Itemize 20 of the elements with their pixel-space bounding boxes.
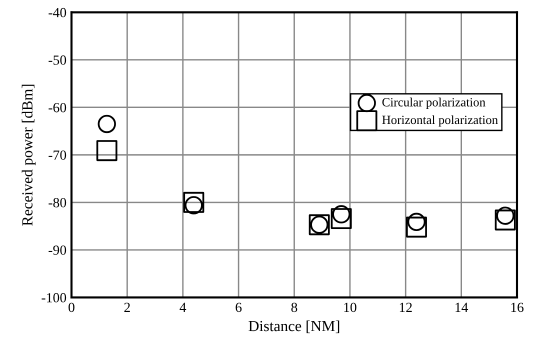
y-tick-label: -80 [48,198,66,208]
x-tick-label: 10 [344,302,356,312]
y-tick-label: -90 [48,246,66,255]
y-tick-label: -100 [42,293,66,302]
x-axis-title: Distance [NM] [248,320,340,334]
y-tick-label: -50 [48,55,66,65]
legend-label: Horizontal polarization [382,115,498,127]
y-tick-label: -70 [48,150,66,160]
x-tick-label: 2 [124,302,130,312]
legend-label: Circular polarization [382,98,486,109]
x-tick-label: 4 [180,302,186,312]
x-tick-label: 6 [236,302,242,312]
x-tick-label: 16 [511,302,524,312]
x-tick-label: 12 [400,302,412,312]
y-tick-label: -40 [48,8,66,18]
x-tick-label: 14 [456,302,468,312]
x-tick-label: 8 [291,302,298,312]
y-tick-label: -60 [48,102,66,112]
y-axis-title: Received power [dBm] [22,84,36,226]
x-tick-label: 0 [68,302,74,312]
